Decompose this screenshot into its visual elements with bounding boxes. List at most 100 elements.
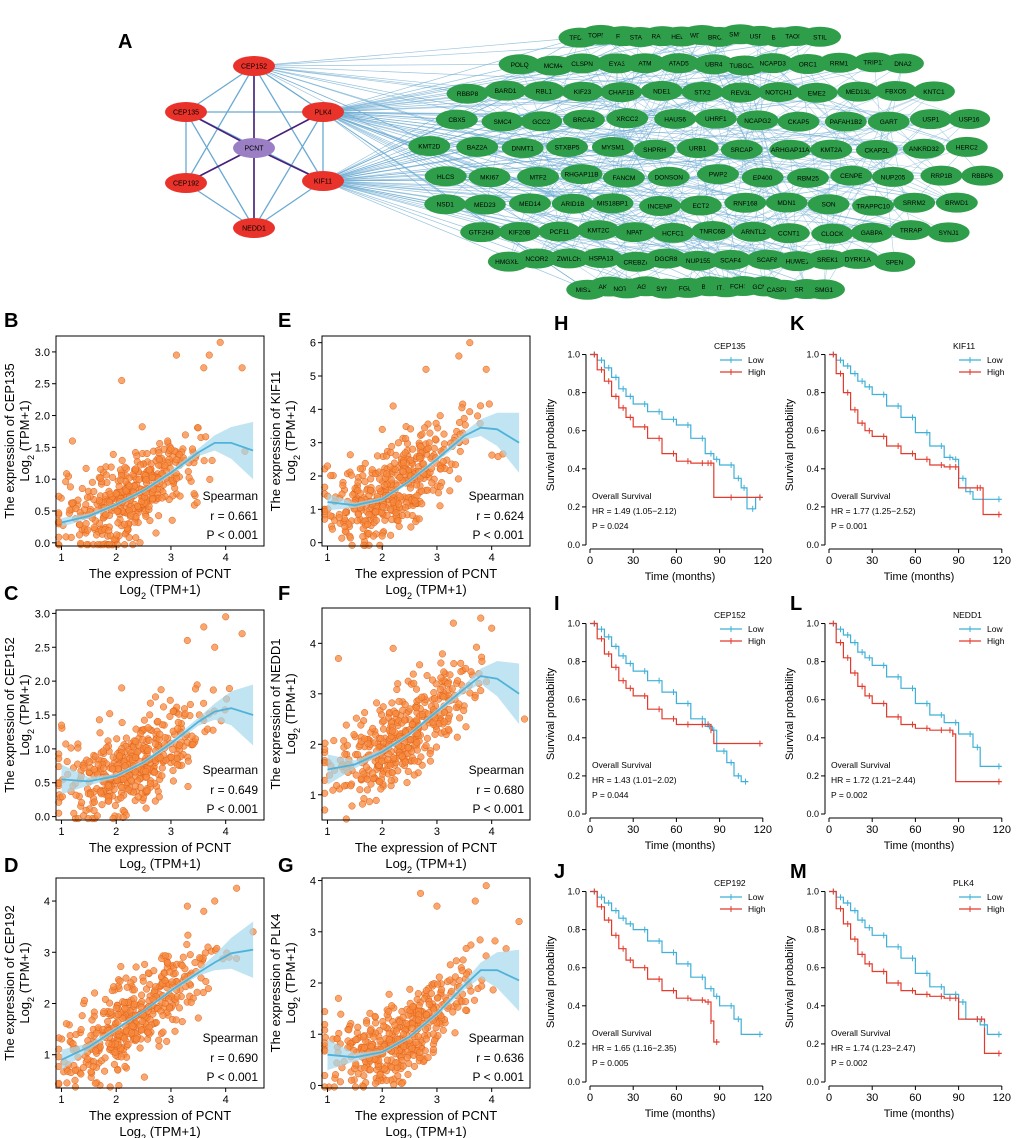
y-axis-label: Survival probability [784, 935, 796, 1028]
scatter-point [91, 989, 99, 997]
scatter-point [453, 733, 461, 741]
partner-node-label: KMT2D [418, 144, 440, 151]
scatter-point [403, 1054, 411, 1062]
scatter-point [408, 1044, 416, 1052]
scatter-point [440, 708, 448, 716]
scatter-point [416, 889, 425, 897]
spearman-label: Spearman [203, 489, 258, 503]
scatter-point [488, 451, 496, 459]
scatter-point [410, 679, 418, 687]
x-tick-label: 90 [952, 555, 964, 567]
scatter-point [440, 430, 448, 438]
scatter-point [361, 709, 369, 717]
scatter-point [127, 776, 135, 784]
scatter-point [440, 440, 448, 448]
partner-node: RBM25 [786, 167, 829, 188]
scatter-point [113, 531, 121, 539]
scatter-point [179, 953, 187, 961]
x-axis-unit: Log2 (TPM+1) [385, 1124, 466, 1138]
scatter-point [360, 1044, 368, 1052]
partner-node-shape [645, 248, 688, 269]
partner-node: MED14 [508, 193, 551, 214]
partner-node-label: HUWE1 [786, 259, 810, 266]
scatter-point [335, 514, 343, 522]
partner-node: SMG1 [802, 279, 845, 300]
scatter-point [426, 429, 434, 437]
scatter-point [101, 1054, 109, 1062]
partner-node: DYRK1A [836, 248, 879, 269]
scatter-point [55, 533, 63, 541]
scatter-point [80, 996, 89, 1005]
scatter-point [96, 729, 104, 737]
scatter-point [417, 442, 425, 451]
scatter-point [407, 425, 415, 433]
x-axis-unit-unit: (TPM+1) [146, 1124, 201, 1138]
scatter-point [110, 983, 118, 991]
partner-node: CCNT1 [767, 223, 810, 244]
scatter-point [146, 780, 154, 788]
partner-node-shape [786, 54, 829, 75]
scatter-point [139, 977, 147, 985]
scatter-point [184, 757, 192, 765]
scatter-point [208, 456, 216, 465]
scatter-point [407, 736, 415, 744]
scatter-point [377, 734, 385, 742]
scatter-point [323, 462, 332, 470]
y-tick-label: 0.5 [35, 506, 50, 518]
partner-node-label: KIF20B [509, 230, 531, 237]
partner-node-shape [484, 80, 527, 101]
partner-node-label: HLCS [437, 174, 455, 181]
scatter-point [387, 531, 395, 539]
y-axis-unit: Log2 (TPM+1) [17, 942, 36, 1023]
partner-node-shape [751, 53, 794, 74]
y-tick-label: 1 [310, 1029, 316, 1041]
scatter-point [88, 1016, 96, 1024]
hub-node: PLK4 [302, 102, 344, 122]
partner-node-label: CHAF1B [608, 90, 634, 97]
scatter-point [398, 1079, 406, 1088]
center-node-label: PCNT [244, 146, 264, 153]
scatter-point [136, 1044, 144, 1052]
scatter-point [138, 991, 146, 999]
km-title: Overall Survival [831, 1028, 891, 1038]
scatter-point [117, 476, 125, 484]
scatter-point [112, 1004, 120, 1012]
partner-node-label: DNA2 [894, 61, 912, 68]
partner-node: UHRF1 [694, 108, 737, 129]
scatter-point [142, 512, 150, 520]
scatter-point [418, 500, 426, 508]
scatter-point [158, 494, 166, 502]
partner-node: ARNTL2 [732, 221, 775, 242]
y-tick-label: 3 [44, 947, 50, 959]
partner-node-label: STXBP5 [555, 144, 580, 151]
scatter-point [84, 1055, 92, 1063]
partner-node-label: ATM [638, 61, 651, 68]
scatter-point [128, 1022, 136, 1030]
scatter-point [370, 1033, 378, 1041]
scatter-point [491, 937, 499, 945]
partner-node-label: TRIP11 [863, 60, 885, 67]
partner-node: NPAT [613, 222, 656, 243]
scatter-point [144, 1028, 152, 1036]
scatter-point [321, 739, 329, 747]
partner-node-shape [776, 251, 819, 272]
scatter-point [356, 465, 364, 473]
scatter-point [163, 1037, 171, 1045]
y-tick-label: 1.0 [806, 619, 819, 629]
scatter-point [105, 541, 113, 549]
scatter-point [478, 657, 486, 665]
x-tick-label: 3 [168, 826, 174, 838]
y-tick-label: 0.0 [567, 1077, 580, 1087]
scatter-point [211, 897, 219, 905]
partner-node-shape [691, 220, 734, 241]
scatter-point [112, 490, 120, 498]
y-tick-label: 4 [310, 404, 316, 416]
scatter-point [455, 418, 464, 427]
y-axis-label: The expression of PLK4 [268, 914, 283, 1053]
scatter-point [132, 963, 140, 971]
partner-node: KMT2D [408, 136, 451, 157]
partner-edge [508, 118, 931, 262]
partner-node: RBBP6 [961, 165, 1004, 186]
scatter-point [184, 931, 192, 939]
partner-node-label: KMT2A [820, 147, 842, 154]
